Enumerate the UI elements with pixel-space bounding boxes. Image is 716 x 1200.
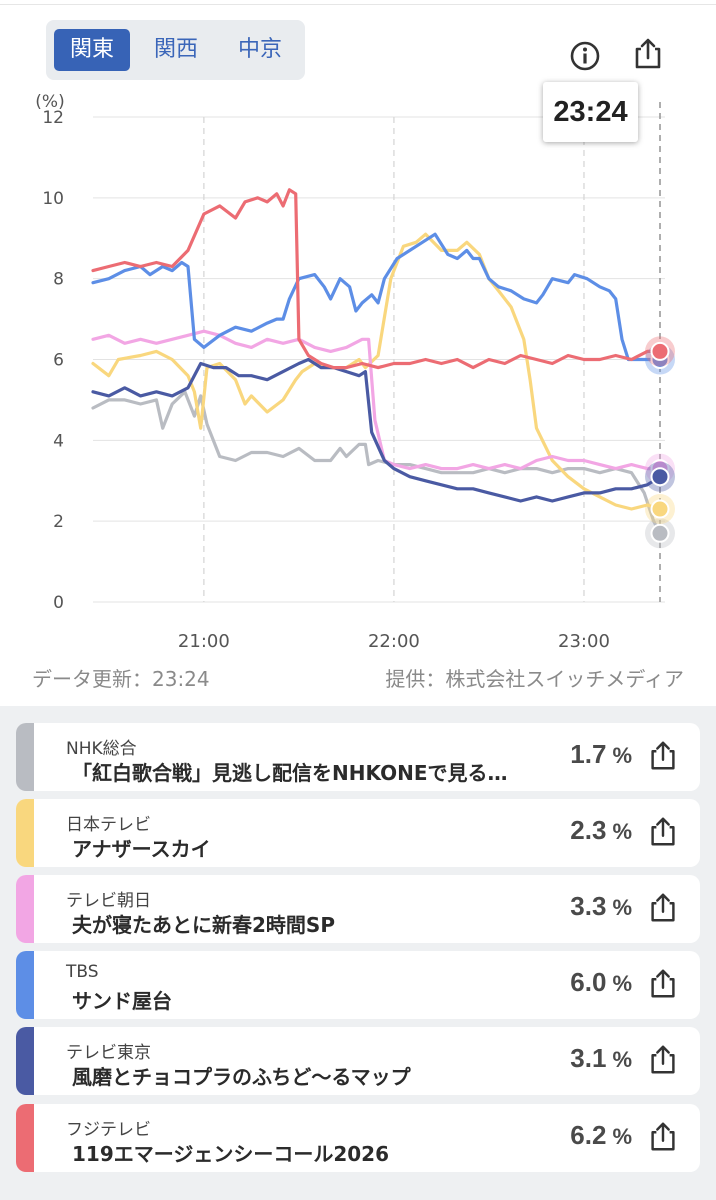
rating-unit: % (612, 895, 632, 920)
x-tick-label: 21:00 (178, 631, 230, 652)
rating-value: 1.7% (570, 739, 632, 769)
program-card[interactable]: TBS サンド屋台 6.0% (16, 951, 700, 1019)
end-marker-tv-tokyo (650, 467, 670, 487)
y-tick-label: 10 (42, 189, 64, 209)
tab-chukyo[interactable]: 中京 (237, 37, 282, 62)
rating-unit: % (612, 971, 632, 996)
series-line-fuji (91, 188, 662, 370)
rating-value: 6.0% (570, 967, 632, 997)
rating-value: 6.2% (570, 1120, 632, 1150)
program-title: アナザースカイ (72, 837, 211, 861)
program-card[interactable]: NHK総合 「紅白歌合戦」見逃し配信をNHKONEで見る… 1.7% (16, 723, 700, 791)
x-tick-label: 23:00 (558, 631, 610, 652)
program-card[interactable]: 日本テレビ アナザースカイ 2.3% (16, 799, 700, 867)
channel-color-bar (16, 799, 34, 867)
program-title: 夫が寝たあとに新春2時間SP (72, 913, 335, 937)
channel-color-bar (16, 1104, 34, 1172)
series-line-nhk (91, 390, 662, 535)
network-name: フジテレビ (66, 1120, 151, 1140)
network-name: テレビ東京 (66, 1043, 151, 1063)
y-tick-label: 8 (53, 270, 64, 290)
y-tick-label: 6 (53, 351, 64, 371)
y-axis-unit: (%) (35, 92, 64, 112)
share-icon[interactable] (646, 739, 680, 773)
share-icon[interactable] (630, 36, 666, 72)
y-tick-label: 2 (53, 512, 64, 532)
program-card[interactable]: テレビ東京 風磨とチョコプラのふちど～るマップ 3.1% (16, 1027, 700, 1095)
program-card[interactable]: フジテレビ 119エマージェンシーコール2026 6.2% (16, 1104, 700, 1172)
channel-color-bar (16, 723, 34, 791)
info-icon[interactable] (567, 38, 603, 74)
program-title: 119エマージェンシーコール2026 (72, 1142, 390, 1166)
network-name: 日本テレビ (66, 815, 151, 835)
region-tabs: 関東 関西 中京 (46, 20, 305, 80)
data-updated-label: データ更新：23:24 (32, 667, 210, 691)
data-source-label: 提供：株式会社スイッチメディア (385, 667, 684, 691)
rating-unit: % (612, 819, 632, 844)
y-tick-label: 4 (53, 431, 64, 451)
share-icon[interactable] (646, 1043, 680, 1077)
tab-kanto[interactable]: 関東 (54, 29, 130, 71)
y-tick-label: 12 (42, 108, 64, 128)
share-icon[interactable] (646, 815, 680, 849)
rating-value: 2.3% (570, 815, 632, 845)
rating-value: 3.3% (570, 891, 632, 921)
series-line-tv-tokyo (91, 357, 662, 503)
channel-color-bar (16, 951, 34, 1019)
rating-unit: % (612, 1124, 632, 1149)
current-time-tooltip: 23:24 (543, 82, 638, 142)
channel-color-bar (16, 1027, 34, 1095)
program-card[interactable]: テレビ朝日 夫が寝たあとに新春2時間SP 3.3% (16, 875, 700, 943)
channel-color-bar (16, 875, 34, 943)
network-name: NHK総合 (66, 739, 137, 759)
series-line-tbs (91, 232, 662, 362)
tab-kansai[interactable]: 関西 (153, 37, 198, 62)
rating-value: 3.1% (570, 1043, 632, 1073)
end-marker-fuji (650, 341, 670, 361)
end-marker-nhk (650, 523, 670, 543)
rating-chart: (%) 0 2 4 6 8 10 12 21:00 22:00 23:00 (35, 92, 675, 652)
share-icon[interactable] (646, 891, 680, 925)
program-title: サンド屋台 (72, 989, 172, 1013)
network-name: テレビ朝日 (66, 891, 151, 911)
rating-unit: % (612, 1047, 632, 1072)
top-divider (0, 0, 716, 5)
x-tick-label: 22:00 (368, 631, 420, 652)
y-tick-label: 0 (53, 593, 64, 613)
rating-unit: % (612, 743, 632, 768)
share-icon[interactable] (646, 967, 680, 1001)
program-title: 「紅白歌合戦」見逃し配信をNHKONEで見る… (72, 761, 508, 785)
share-icon[interactable] (646, 1120, 680, 1154)
network-name: TBS (66, 962, 99, 982)
end-marker-ntv (650, 499, 670, 519)
program-title: 風磨とチョコプラのふちど～るマップ (72, 1065, 411, 1089)
